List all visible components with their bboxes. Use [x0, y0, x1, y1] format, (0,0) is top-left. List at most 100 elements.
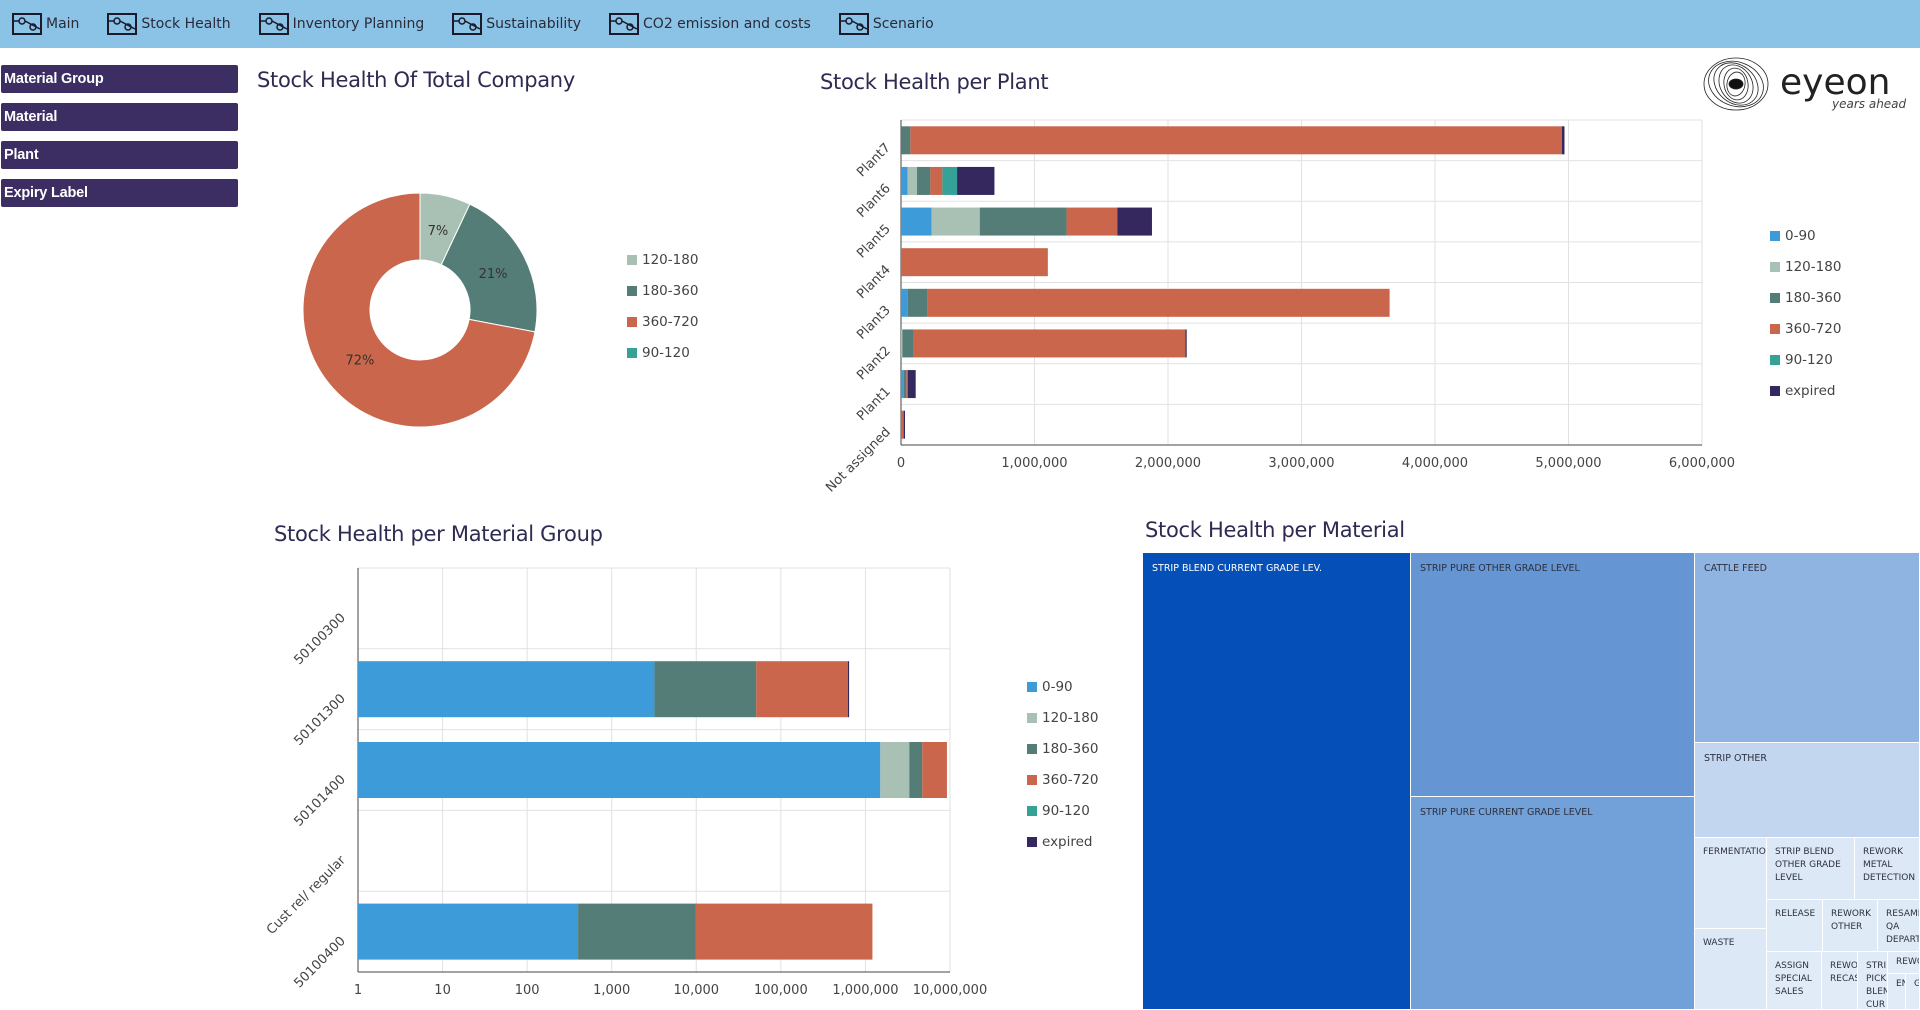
bar-segment[interactable]	[903, 370, 907, 399]
legend-item[interactable]: 0-90	[1027, 671, 1098, 702]
legend-item[interactable]: expired	[1770, 375, 1841, 406]
bar-segment[interactable]	[358, 742, 881, 798]
treemap-tile[interactable]: STRIP PURE OTHER GRADE LEVEL	[1411, 553, 1695, 797]
y-tick-label: Not assigned	[823, 425, 894, 496]
logo-name: eyeon	[1780, 62, 1890, 103]
bar-segment[interactable]	[901, 288, 908, 317]
treemap-tile[interactable]: EN	[1888, 974, 1906, 1010]
legend-item[interactable]: 90-120	[627, 337, 698, 368]
legend-item[interactable]: 90-120	[1027, 795, 1098, 826]
x-tick-label: 1,000,000	[1001, 456, 1067, 471]
treemap-tile[interactable]: CATTLE FEED	[1695, 553, 1920, 743]
treemap-tile[interactable]: REWORK OTHER	[1823, 900, 1878, 952]
treemap-tile[interactable]: STRIP PURE CURRENT GRADE LEVEL	[1411, 797, 1695, 1010]
bar-segment[interactable]	[979, 207, 1067, 236]
bar-segment[interactable]	[901, 166, 908, 195]
legend-item[interactable]: 90-120	[1770, 344, 1841, 375]
legend-item[interactable]: 360-720	[1027, 764, 1098, 795]
bar-segment[interactable]	[907, 288, 928, 317]
treemap-tile[interactable]: STRI PICK BLEN CUR	[1858, 952, 1888, 1010]
control-panel-icon	[258, 13, 289, 35]
bar-segment[interactable]	[907, 166, 918, 195]
bar-segment[interactable]	[901, 329, 903, 358]
nav-tab-co2-emission[interactable]: CO2 emission and costs	[609, 0, 811, 48]
legend-item[interactable]: expired	[1027, 826, 1098, 857]
bar-segment[interactable]	[695, 903, 873, 960]
bar-segment[interactable]	[922, 742, 947, 798]
bar-segment[interactable]	[902, 329, 914, 358]
legend-item[interactable]: 0-90	[1770, 220, 1841, 251]
nav-tab-inventory-planning[interactable]: Inventory Planning	[258, 0, 424, 48]
bar-segment[interactable]	[942, 166, 958, 195]
bar-segment[interactable]	[901, 126, 911, 155]
bar-segment[interactable]	[1066, 207, 1118, 236]
bar-segment[interactable]	[901, 370, 904, 399]
bar-segment[interactable]	[903, 410, 906, 439]
bar-segment[interactable]	[910, 126, 1562, 155]
bar-segment[interactable]	[901, 248, 1048, 277]
treemap-tile[interactable]: RESAMP QA DEPART	[1878, 900, 1920, 952]
bar-segment[interactable]	[907, 370, 916, 399]
filter-plant[interactable]: Plant	[1, 141, 238, 169]
filter-expiry-label[interactable]: Expiry Label	[1, 179, 238, 207]
legend-swatch	[1027, 743, 1037, 754]
legend-swatch	[1770, 385, 1780, 396]
bar-segment[interactable]	[880, 742, 910, 798]
bar-segment[interactable]	[358, 903, 579, 960]
treemap-tile[interactable]: REWORK METAL DETECTION	[1855, 838, 1920, 900]
bar-segment[interactable]	[917, 166, 931, 195]
bar-segment[interactable]	[358, 661, 655, 718]
treemap-tile[interactable]: ASSIGN SPECIAL SALES	[1767, 952, 1822, 1010]
treemap-tile[interactable]: STRIP BLEND OTHER GRADE LEVEL	[1767, 838, 1855, 900]
legend-item[interactable]: 120-180	[1027, 702, 1098, 733]
bar-segment[interactable]	[957, 166, 995, 195]
bar-segment[interactable]	[931, 207, 980, 236]
nav-tab-stock-health[interactable]: Stock Health	[107, 0, 231, 48]
treemap-tile[interactable]: RELEASE	[1767, 900, 1823, 952]
nav-tab-scenario[interactable]: Scenario	[838, 0, 934, 48]
bar-segment[interactable]	[913, 329, 1186, 358]
spiral-logo-icon	[1703, 57, 1769, 111]
control-panel-icon	[609, 13, 640, 35]
legend-label: 0-90	[1042, 678, 1073, 695]
bar-segment[interactable]	[578, 903, 696, 960]
bar-segment[interactable]	[1117, 207, 1152, 236]
bar-segment[interactable]	[901, 207, 932, 236]
treemap-tile[interactable]: STRIP OTHER	[1695, 743, 1920, 838]
nav-tab-main[interactable]: Main	[12, 0, 79, 48]
legend-swatch	[1027, 836, 1037, 847]
legend-item[interactable]: 360-720	[1770, 313, 1841, 344]
treemap-tile[interactable]: G	[1906, 974, 1920, 1010]
bar-segment[interactable]	[654, 661, 757, 718]
bar-segment[interactable]	[1185, 329, 1187, 358]
treemap-tile[interactable]: WASTE	[1695, 929, 1767, 1010]
legend-item[interactable]: 360-720	[627, 306, 698, 337]
bar-segment[interactable]	[1561, 126, 1565, 155]
treemap-tile[interactable]: REWO RECAS	[1822, 952, 1858, 1010]
treemap-tile[interactable]: REWO	[1888, 952, 1920, 974]
bar-segment[interactable]	[901, 410, 904, 439]
nav-tab-sustainability[interactable]: Sustainability	[452, 0, 581, 48]
legend-item[interactable]: 120-180	[1770, 251, 1841, 282]
bar-segment[interactable]	[909, 742, 923, 798]
bar-segment[interactable]	[906, 370, 908, 399]
y-tick-label: Plant4	[854, 262, 894, 302]
donut-slice[interactable]	[302, 192, 536, 428]
legend-item[interactable]: 180-360	[627, 275, 698, 306]
filter-material-group[interactable]: Material Group	[1, 65, 238, 93]
treemap-tile[interactable]: FERMENTATIO	[1695, 838, 1767, 929]
legend-label: 120-180	[1785, 258, 1842, 275]
donut-slice[interactable]	[440, 203, 538, 333]
legend-label: 120-180	[1042, 709, 1099, 726]
bar-segment[interactable]	[756, 661, 848, 718]
legend-item[interactable]: 180-360	[1027, 733, 1098, 764]
bar-segment[interactable]	[847, 661, 850, 718]
legend-label: expired	[1785, 382, 1836, 399]
filter-material[interactable]: Material	[1, 103, 238, 131]
bar-segment[interactable]	[927, 288, 1390, 317]
eyeon-logo: eyeon years ahead	[1700, 54, 1920, 114]
legend-item[interactable]: 120-180	[627, 244, 698, 275]
legend-item[interactable]: 180-360	[1770, 282, 1841, 313]
bar-segment[interactable]	[930, 166, 943, 195]
treemap-tile[interactable]: STRIP BLEND CURRENT GRADE LEV.	[1143, 553, 1411, 1010]
